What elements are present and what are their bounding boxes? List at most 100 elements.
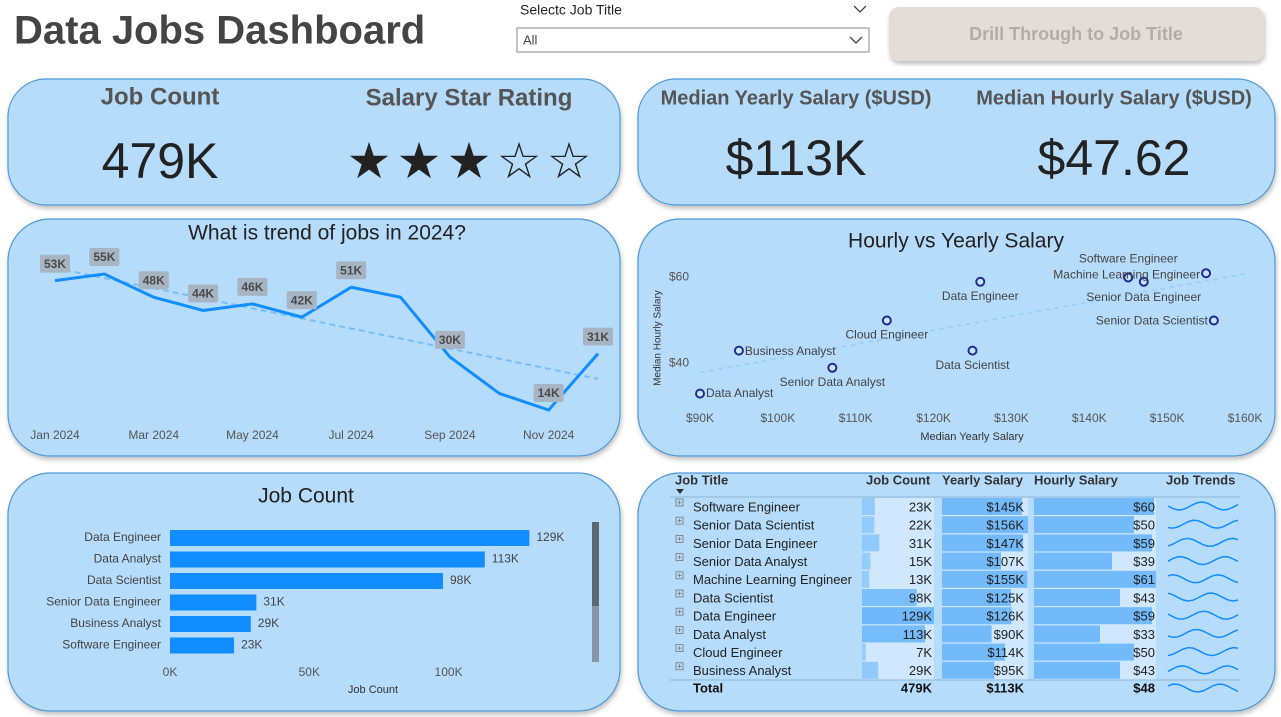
data-bar xyxy=(942,643,1005,661)
sparkline xyxy=(1167,592,1239,602)
x-tick-label: Jul 2024 xyxy=(328,428,374,442)
data-label: 98K xyxy=(450,573,471,587)
expand-plus xyxy=(677,664,682,669)
x-axis-title: Job Count xyxy=(348,684,398,696)
chart-title: Hourly vs Yearly Salary xyxy=(848,230,1064,253)
expand-plus xyxy=(677,518,682,523)
cell-value: 29K xyxy=(909,663,932,678)
data-bar xyxy=(1034,498,1154,515)
x-tick-label: $110K xyxy=(839,411,873,425)
data-bar xyxy=(862,534,880,552)
cell-value: 23K xyxy=(909,499,932,514)
rating-star: ★ xyxy=(347,133,392,189)
data-bar xyxy=(942,498,1022,515)
point-label: Machine Learning Engineer xyxy=(1053,267,1200,281)
data-label-box xyxy=(89,248,120,266)
kpi-label: Job Count xyxy=(101,83,220,110)
x-tick-label: May 2024 xyxy=(226,428,279,442)
data-bar xyxy=(1034,516,1134,534)
bar xyxy=(170,594,257,611)
point-label: Senior Data Engineer xyxy=(1086,290,1201,304)
x-tick-label: $160K xyxy=(1228,411,1263,425)
expand-plus xyxy=(677,627,682,632)
cell-value: $125K xyxy=(986,590,1024,605)
sparkline xyxy=(1167,537,1239,548)
data-bar xyxy=(1034,661,1120,679)
kpi-value: $47.62 xyxy=(1038,130,1191,186)
bar xyxy=(170,616,251,632)
data-label-box xyxy=(237,277,268,296)
data-bar xyxy=(942,552,1001,570)
data-bar xyxy=(862,589,917,606)
kpi-panel xyxy=(7,78,621,206)
point-label: Senior Data Analyst xyxy=(780,375,886,389)
dropdown-box[interactable] xyxy=(516,27,870,53)
cell-value: $50 xyxy=(1133,645,1155,660)
cell-value: $39 xyxy=(1133,554,1155,569)
data-label: 55K xyxy=(93,250,115,264)
data-bar xyxy=(1034,570,1156,588)
data-bar xyxy=(1034,607,1152,625)
scrollbar-thumb[interactable] xyxy=(592,522,599,606)
dropdown-chevron[interactable] xyxy=(849,36,863,44)
data-bar xyxy=(942,570,1028,588)
sparkline xyxy=(1167,628,1239,639)
filter-chevron xyxy=(853,5,867,13)
data-label: 30K xyxy=(439,333,461,347)
trend-line xyxy=(699,272,1246,374)
bar xyxy=(170,551,485,568)
cell-value: $114K xyxy=(987,645,1024,660)
button-box[interactable] xyxy=(889,7,1264,61)
cell-value: $145K xyxy=(986,499,1024,514)
data-bar xyxy=(1034,643,1134,661)
x-tick-label: $150K xyxy=(1150,411,1185,425)
total-cell: 479K xyxy=(901,680,933,695)
data-label: 53K xyxy=(44,257,66,271)
cell-text: Machine Learning Engineer xyxy=(693,572,853,587)
cell-value: $61 xyxy=(1133,572,1155,587)
cell-value: 15K xyxy=(909,554,932,569)
data-label: 14K xyxy=(538,386,560,400)
expand-icon xyxy=(675,535,684,543)
cell-text: Senior Data Analyst xyxy=(693,554,808,569)
expand-icon xyxy=(675,571,684,580)
x-tick-label: 0K xyxy=(163,665,178,679)
y-tick-label: Data Scientist xyxy=(87,573,162,587)
data-label: 113K xyxy=(492,552,519,566)
sort-arrow xyxy=(676,489,684,494)
cell-text: Business Analyst xyxy=(693,663,792,678)
data-bar xyxy=(862,661,879,679)
sparkline xyxy=(1167,665,1239,675)
dropdown-value[interactable]: All xyxy=(523,32,538,47)
button-label[interactable]: Drill Through to Job Title xyxy=(969,24,1183,44)
expand-icon xyxy=(675,498,684,507)
drill-through-button[interactable]: Drill Through to Job Title xyxy=(889,7,1264,61)
total-cell: $113K xyxy=(986,680,1024,695)
data-label: 51K xyxy=(340,263,362,277)
data-label-box xyxy=(286,291,317,310)
filter-dropdown[interactable]: All xyxy=(516,27,870,53)
data-label-box xyxy=(533,384,564,402)
data-bar xyxy=(942,607,1012,625)
column-header: Hourly Salary xyxy=(1034,472,1119,487)
cell-value: 129K xyxy=(902,609,933,624)
y-tick-label: Software Engineer xyxy=(62,638,161,652)
total-cell: $48 xyxy=(1133,680,1155,695)
point-label: Cloud Engineer xyxy=(845,328,928,342)
data-bar xyxy=(862,607,934,625)
cell-value: $33 xyxy=(1133,627,1155,642)
y-tick-label: Data Engineer xyxy=(84,530,161,544)
point-label: Data Analyst xyxy=(706,386,774,400)
x-tick-label: Jan 2024 xyxy=(30,428,80,442)
x-tick-label: 50K xyxy=(299,665,320,679)
sparkline xyxy=(1167,610,1239,620)
data-label-box xyxy=(434,330,465,349)
data-label: 129K xyxy=(536,530,564,544)
data-label: 42K xyxy=(291,293,313,307)
rating-star: ★ xyxy=(447,133,492,189)
kpi-panel xyxy=(637,78,1276,206)
scatter-point xyxy=(967,345,978,356)
expand-icon xyxy=(675,553,684,561)
scatter-point xyxy=(827,362,838,373)
data-label-box xyxy=(188,284,219,303)
